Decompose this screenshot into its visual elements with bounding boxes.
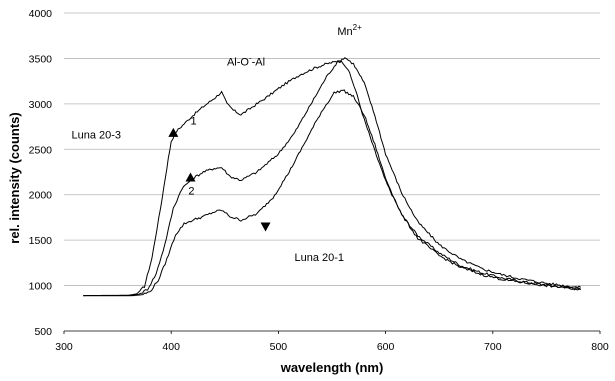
annotation-label: 2 — [188, 186, 194, 198]
y-tick-label: 2000 — [29, 190, 53, 202]
annotation-label: Luna 20-3 — [72, 129, 122, 141]
x-tick-label: 300 — [55, 341, 73, 353]
triangle-down-marker — [260, 222, 271, 232]
triangle-up-marker — [168, 127, 179, 137]
series-line-2 — [83, 57, 582, 297]
annotations: Al-O--Al Mn2+ Luna 20-3 Luna 20-1 1 2 — [72, 23, 363, 264]
y-tick-label: 1000 — [29, 281, 53, 293]
y-tick-label: 3500 — [29, 53, 53, 65]
y-tick-label: 500 — [34, 326, 52, 338]
triangle-up-marker — [185, 172, 196, 182]
series-line-3 — [83, 89, 581, 297]
x-tick-labels: 300 400 500 600 700 800 — [55, 331, 609, 353]
annotation-label: 1 — [190, 115, 196, 127]
y-tick-label: 4000 — [29, 8, 53, 20]
x-tick-label: 800 — [591, 341, 609, 353]
y-axis-label: rel. intensity (counts) — [7, 112, 22, 243]
x-axis-label: wavelength (nm) — [280, 360, 384, 375]
arrow-markers — [168, 127, 271, 232]
y-tick-label: 3000 — [29, 99, 53, 111]
x-tick-label: 600 — [377, 341, 395, 353]
y-tick-label: 1500 — [29, 235, 53, 247]
annotation-label: Al-O--Al — [227, 54, 265, 69]
x-tick-label: 700 — [484, 341, 502, 353]
series-lines — [83, 57, 582, 297]
x-tick-label: 500 — [270, 341, 288, 353]
y-tick-labels: 500 1000 1500 2000 2500 3000 3500 4000 — [29, 8, 53, 338]
y-tick-label: 2500 — [29, 144, 53, 156]
series-line-1 — [83, 60, 581, 297]
gridlines — [64, 12, 600, 286]
annotation-label: Luna 20-1 — [294, 252, 344, 264]
annotation-label: Mn2+ — [337, 23, 362, 38]
x-tick-label: 400 — [162, 341, 180, 353]
